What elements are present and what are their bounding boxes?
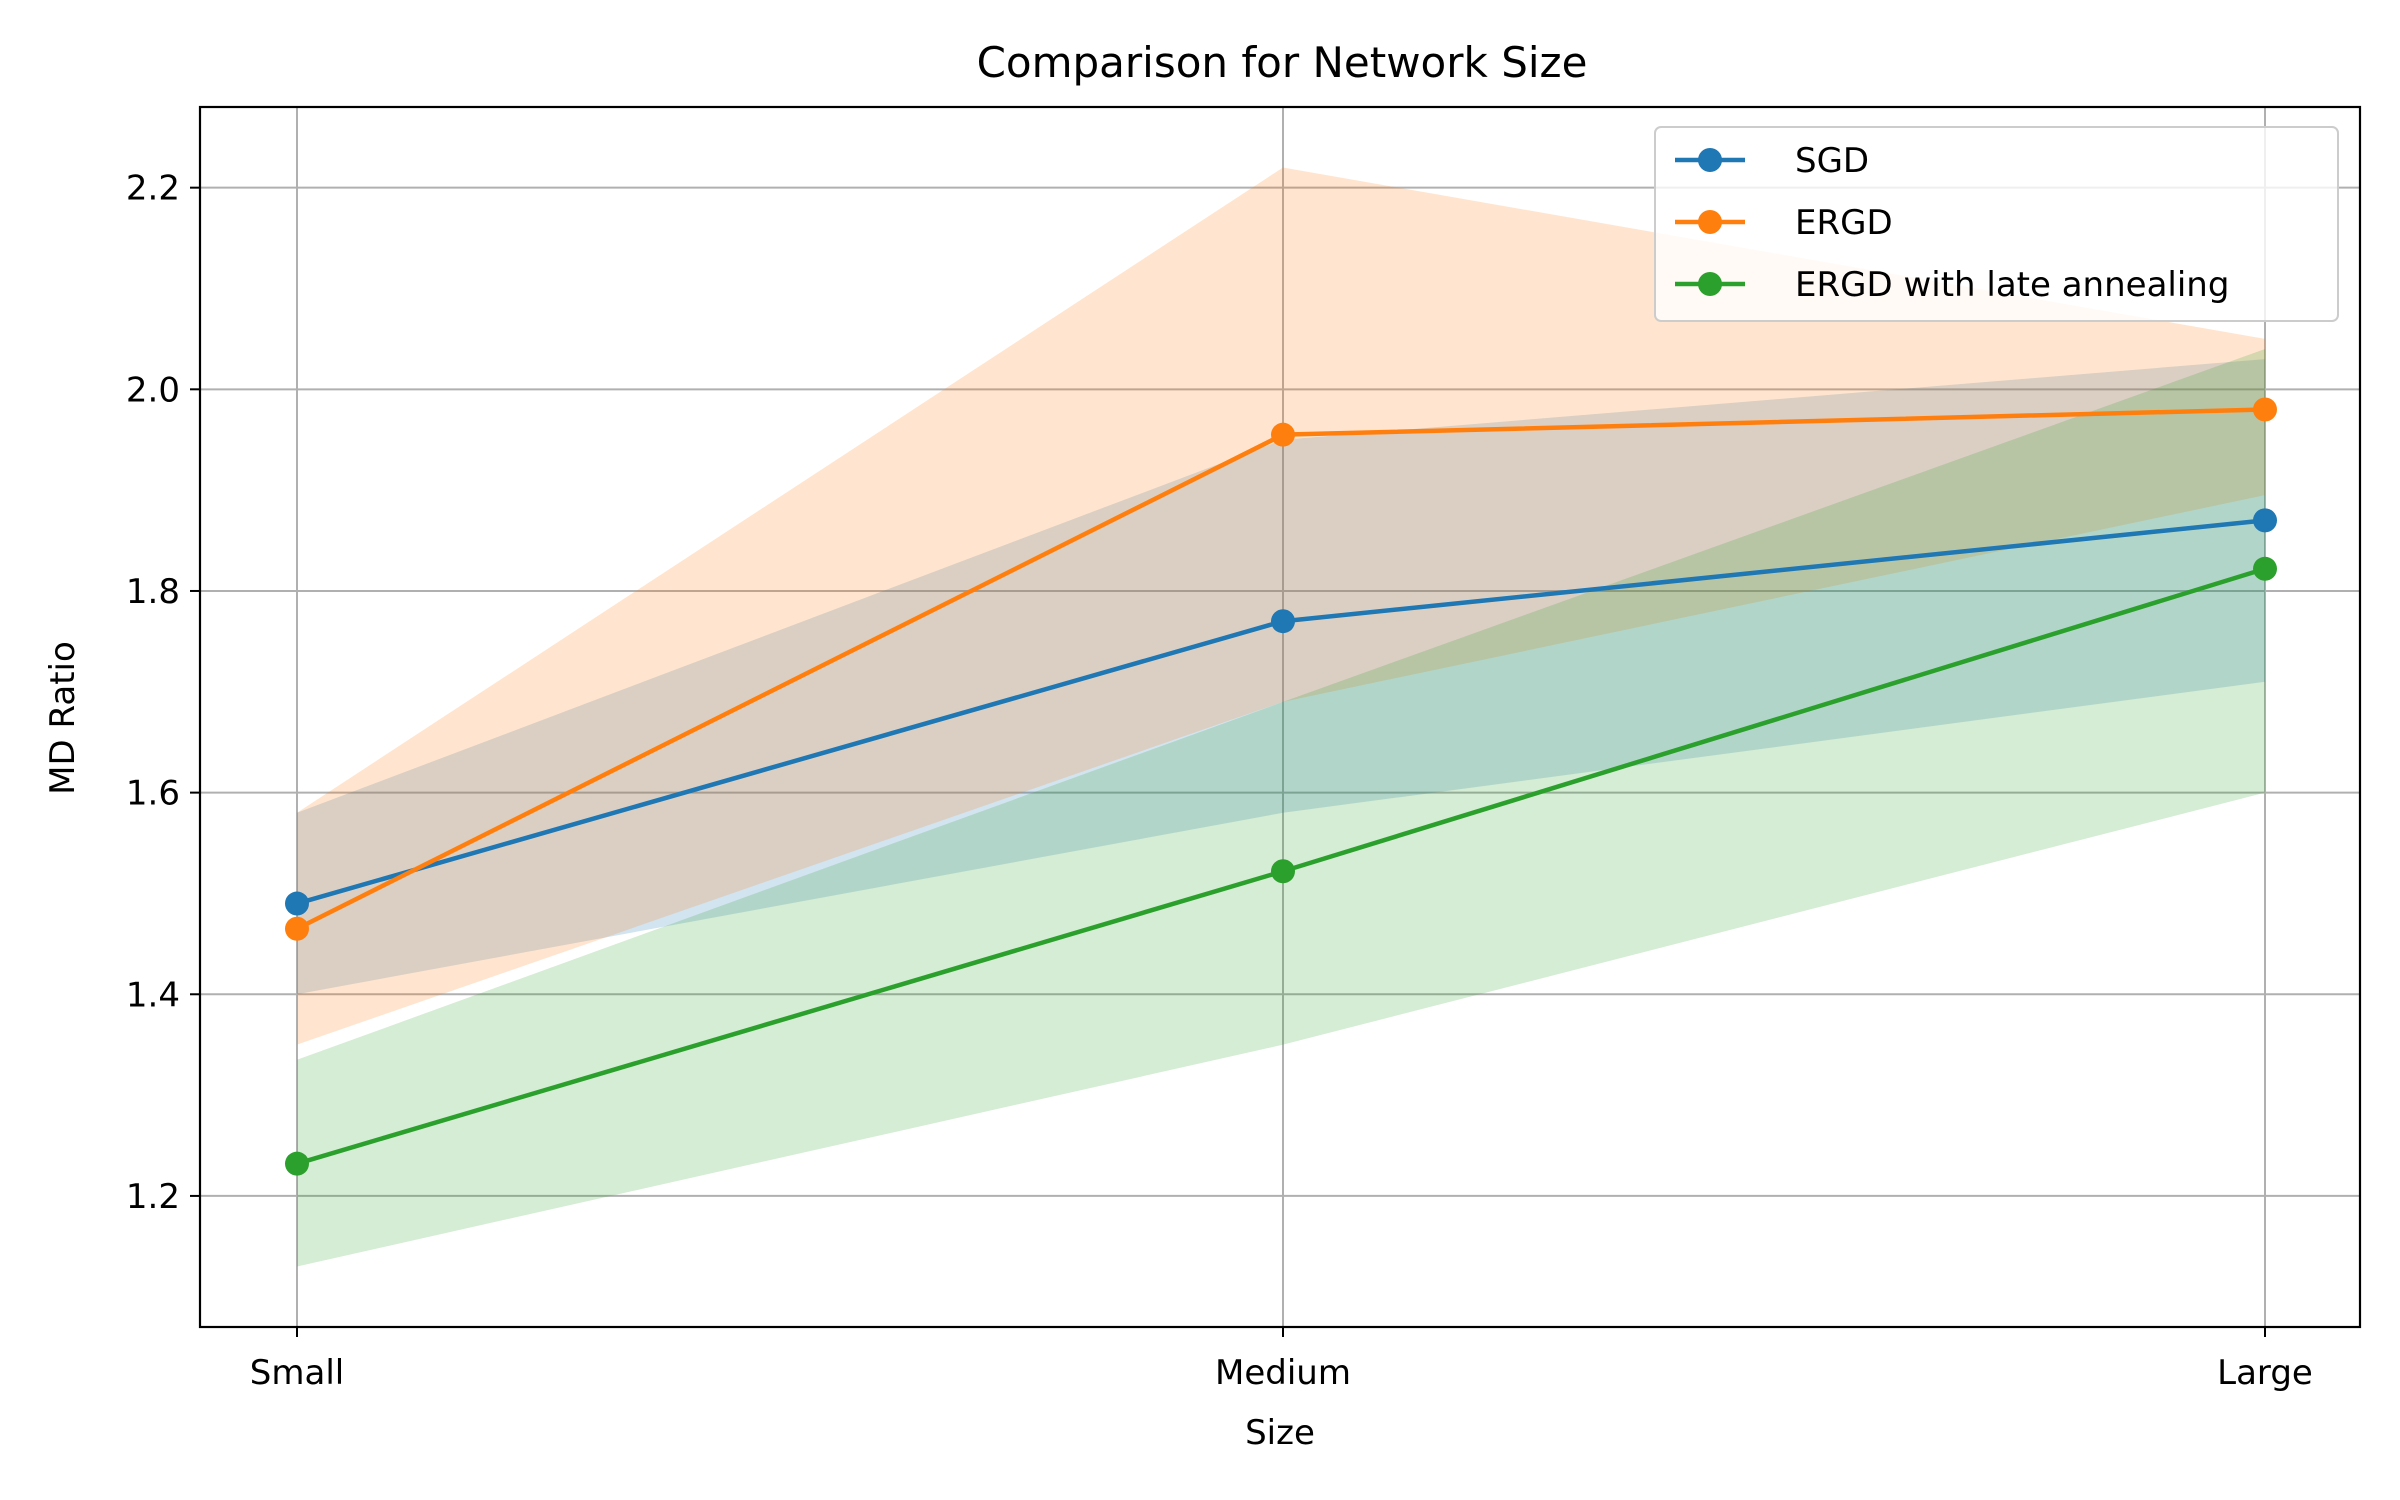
legend: SGD ERGD ERGD with late annealing <box>1654 126 2339 322</box>
y-tick-label: 1.4 <box>126 975 180 1015</box>
legend-marker-0 <box>1698 148 1722 172</box>
legend-frame <box>1654 126 2339 322</box>
confidence-bands <box>297 167 2265 1267</box>
legend-label-2: ERGD with late annealing <box>1795 265 2229 305</box>
band-series-2 <box>297 348 2265 1267</box>
x-axis-title: Size <box>1245 1413 1315 1453</box>
band-series-0 <box>297 359 2265 995</box>
legend-marker-2 <box>1698 272 1722 296</box>
plot-frame <box>198 105 2362 1329</box>
y-tick-label: 2.2 <box>126 169 180 209</box>
point-series-1-medium <box>1271 422 1295 447</box>
legend-marker-1 <box>1698 210 1722 234</box>
x-tick-label: Medium <box>1215 1353 1351 1393</box>
y-axis-title: MD Ratio <box>43 641 83 795</box>
point-series-0-large <box>2253 508 2277 533</box>
point-series-2-medium <box>1271 859 1295 884</box>
y-tick-label: 1.6 <box>126 774 180 814</box>
y-tick-label: 1.8 <box>126 572 180 612</box>
band-series-1 <box>297 167 2265 1045</box>
x-tick-label: Small <box>250 1353 344 1393</box>
x-tick-label: Large <box>2217 1353 2313 1393</box>
point-series-1-small <box>285 916 309 941</box>
point-series-2-small <box>285 1151 309 1176</box>
legend-label-1: ERGD <box>1795 203 1893 243</box>
point-series-1-large <box>2253 397 2277 422</box>
chart-title: Comparison for Network Size <box>977 38 1588 87</box>
series-markers <box>285 397 2277 1176</box>
point-series-0-small <box>285 891 309 916</box>
axis-ticks: Small Medium Large 1.2 1.4 1.6 1.8 2.0 2.2 <box>126 169 2313 1393</box>
point-series-0-medium <box>1271 609 1295 634</box>
y-tick-label: 2.0 <box>126 370 180 410</box>
y-tick-label: 1.2 <box>126 1177 180 1217</box>
legend-label-0: SGD <box>1795 141 1869 181</box>
point-series-2-large <box>2253 556 2277 581</box>
